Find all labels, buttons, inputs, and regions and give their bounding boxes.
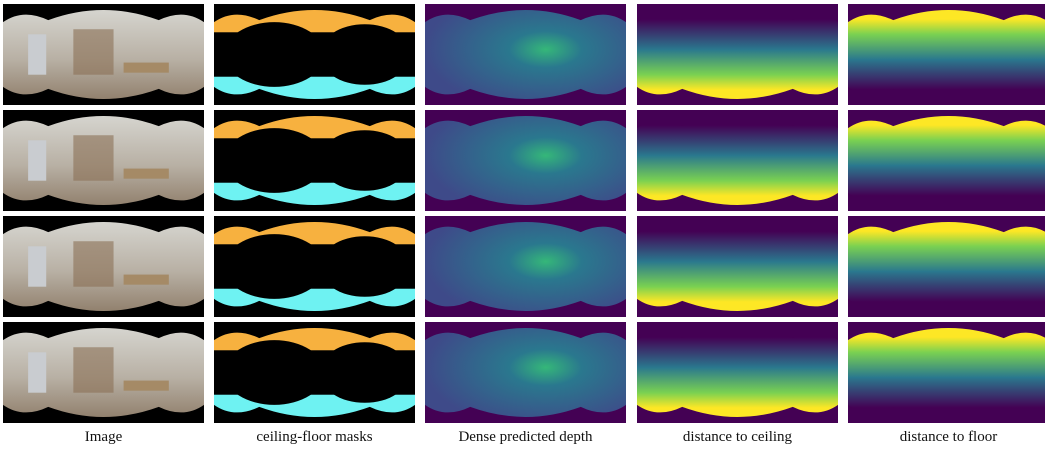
photo-content — [3, 110, 204, 211]
mask-content — [214, 4, 415, 105]
floor-content — [848, 4, 1045, 105]
panel — [214, 4, 415, 105]
shelf — [73, 135, 113, 180]
panel — [3, 216, 204, 317]
ceil-dist — [637, 110, 838, 211]
panel — [848, 216, 1045, 317]
panel — [3, 110, 204, 211]
column-caption: Image — [85, 429, 123, 445]
door — [28, 34, 46, 74]
depth-content — [425, 110, 626, 211]
floor-dist — [848, 216, 1045, 317]
table — [124, 169, 169, 179]
panel — [425, 216, 626, 317]
mask-content — [214, 322, 415, 423]
column-caption: Dense predicted depth — [458, 429, 593, 445]
mask-content — [214, 110, 415, 211]
panel — [425, 110, 626, 211]
ceil-dist — [637, 216, 838, 317]
panel — [3, 322, 204, 423]
door — [28, 140, 46, 180]
table — [124, 275, 169, 285]
occluder — [224, 340, 324, 405]
shelf — [73, 241, 113, 286]
door — [28, 352, 46, 392]
panel — [637, 110, 838, 211]
column-caption: distance to floor — [900, 429, 997, 445]
panel — [3, 4, 204, 105]
panel — [214, 110, 415, 211]
depth — [425, 110, 626, 211]
occluder — [320, 130, 410, 191]
depth-content — [425, 322, 626, 423]
floor-dist — [848, 322, 1045, 423]
shelf — [73, 29, 113, 74]
depth-content — [425, 216, 626, 317]
photo-content — [3, 4, 204, 105]
ceil-content — [637, 216, 838, 317]
ceil-dist — [637, 4, 838, 105]
mask-content — [214, 216, 415, 317]
column-caption: distance to ceiling — [683, 429, 793, 445]
figure: Image ceiling-floor masks Dense predicted … — [0, 0, 1045, 449]
occluder — [224, 234, 324, 299]
occluder — [320, 342, 410, 403]
occluder — [320, 24, 410, 85]
occluder — [224, 22, 324, 87]
occluder — [320, 236, 410, 297]
photo-content — [3, 216, 204, 317]
depth-content — [425, 4, 626, 105]
column-caption: ceiling-floor masks — [256, 429, 372, 445]
floor-content — [848, 216, 1045, 317]
panel — [637, 322, 838, 423]
panel — [214, 216, 415, 317]
photo-content — [3, 322, 204, 423]
panel — [848, 322, 1045, 423]
table — [124, 381, 169, 391]
ceil-dist — [637, 322, 838, 423]
table — [124, 63, 169, 73]
ceil-content — [637, 110, 838, 211]
panel — [637, 4, 838, 105]
ceil-content — [637, 322, 838, 423]
floor-content — [848, 322, 1045, 423]
panel — [848, 110, 1045, 211]
panel — [214, 322, 415, 423]
depth — [425, 216, 626, 317]
panel — [637, 216, 838, 317]
depth — [425, 4, 626, 105]
floor-dist — [848, 4, 1045, 105]
depth — [425, 322, 626, 423]
panel — [425, 4, 626, 105]
occluder — [224, 128, 324, 193]
ceil-content — [637, 4, 838, 105]
door — [28, 246, 46, 286]
floor-content — [848, 110, 1045, 211]
panel — [848, 4, 1045, 105]
floor-dist — [848, 110, 1045, 211]
panel — [425, 322, 626, 423]
shelf — [73, 347, 113, 392]
